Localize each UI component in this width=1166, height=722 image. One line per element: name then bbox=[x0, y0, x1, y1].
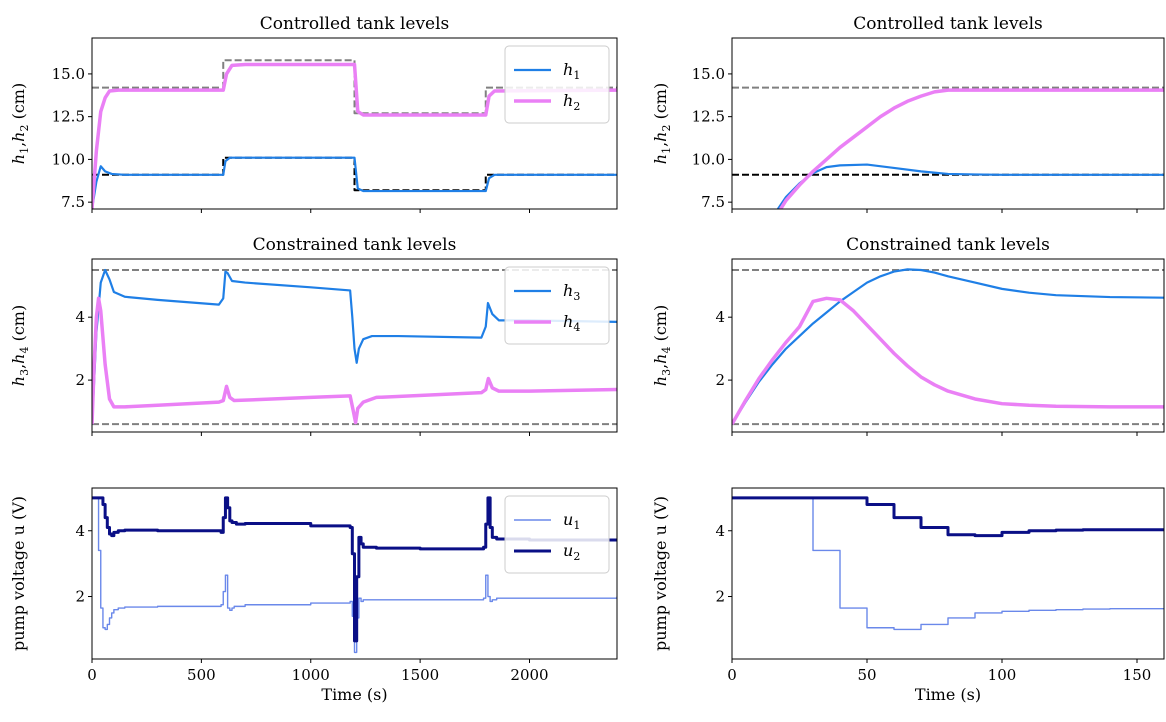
series-group bbox=[92, 268, 617, 426]
series-h4 bbox=[732, 296, 1164, 426]
legend-box bbox=[504, 45, 610, 124]
series-h1 bbox=[92, 156, 617, 209]
x-tick-label: 1500 bbox=[401, 666, 439, 684]
y-axis-label: pump voltage u (V) bbox=[9, 496, 28, 651]
series-h3 bbox=[92, 268, 617, 425]
y-tick-label: 2 bbox=[715, 371, 725, 389]
y-tick-label: 12.5 bbox=[52, 108, 85, 126]
y-axis-label: h3,h4 (cm) bbox=[651, 305, 673, 386]
chart-title: Controlled tank levels bbox=[853, 14, 1043, 34]
plot-frame bbox=[91, 37, 618, 210]
legend-box bbox=[504, 495, 610, 574]
series-group bbox=[732, 496, 1164, 631]
plot-frame bbox=[731, 487, 1165, 660]
y-tick-label: 7.5 bbox=[61, 193, 85, 211]
y-tick-label: 4 bbox=[715, 522, 725, 540]
chart-right_bot: 2 4 0 50 100 150 Time (s) pump voltage u (V) bbox=[651, 487, 1165, 704]
plot-frame bbox=[91, 258, 618, 433]
y-tick-label: 2 bbox=[75, 371, 85, 389]
plot-frame bbox=[731, 37, 1165, 210]
legend-label-h4: h4 bbox=[563, 312, 580, 334]
series-u1 bbox=[732, 497, 1164, 631]
y-tick-label: 4 bbox=[715, 308, 725, 326]
series-h4 bbox=[92, 296, 617, 425]
series-u2 bbox=[92, 496, 617, 643]
y-axis-label: h1,h2 (cm) bbox=[9, 83, 31, 164]
x-tick-label: 0 bbox=[727, 666, 737, 684]
y-tick-label: 15.0 bbox=[52, 65, 85, 83]
legend-label-h1: h1 bbox=[563, 60, 580, 82]
chart-title: Constrained tank levels bbox=[846, 235, 1050, 255]
series-u2 bbox=[732, 496, 1164, 538]
x-axis-label: Time (s) bbox=[915, 685, 981, 704]
y-tick-label: 2 bbox=[75, 588, 85, 606]
series-group bbox=[92, 59, 617, 209]
x-tick-label: 50 bbox=[857, 666, 876, 684]
chart-title: Constrained tank levels bbox=[253, 235, 457, 255]
chart-title: Controlled tank levels bbox=[260, 14, 450, 34]
series-h2 bbox=[779, 88, 1164, 209]
x-tick-label: 0 bbox=[87, 666, 97, 684]
series-group bbox=[732, 268, 1164, 426]
legend-label-u1: u1 bbox=[563, 510, 580, 532]
series-group bbox=[732, 86, 1164, 209]
legend-label-h3: h3 bbox=[563, 281, 580, 303]
y-axis-label: pump voltage u (V) bbox=[651, 496, 670, 651]
x-tick-label: 2000 bbox=[510, 666, 548, 684]
series-group bbox=[92, 496, 617, 654]
series-h2 bbox=[92, 62, 617, 209]
x-tick-label: 100 bbox=[988, 666, 1017, 684]
chart-right_top: 7.5 10.0 12.5 15.0 Controlled tank levels h1,… bbox=[651, 14, 1165, 213]
y-axis-label: h3,h4 (cm) bbox=[9, 305, 31, 386]
legend-label-h2: h2 bbox=[563, 91, 580, 113]
x-tick-label: 500 bbox=[187, 666, 216, 684]
plot-frame bbox=[91, 487, 618, 660]
chart-left_bot: 2 4 0 500 1000 1500 2000 Time (s) pump voltage u… bbox=[9, 487, 618, 704]
y-tick-label: 4 bbox=[75, 522, 85, 540]
series-h1 bbox=[776, 163, 1164, 209]
x-axis-label: Time (s) bbox=[321, 685, 387, 704]
y-tick-label: 10.0 bbox=[52, 150, 85, 168]
y-axis-label: h1,h2 (cm) bbox=[651, 83, 673, 164]
series-u1 bbox=[92, 497, 617, 654]
y-tick-label: 7.5 bbox=[701, 193, 725, 211]
series-h3 bbox=[732, 268, 1164, 425]
plot-frame bbox=[731, 258, 1165, 433]
x-tick-label: 1000 bbox=[292, 666, 330, 684]
y-tick-label: 12.5 bbox=[692, 108, 725, 126]
chart-right_mid: 2 4 Constrained tank levels h3,h4 (cm) bbox=[651, 235, 1165, 436]
legend-box bbox=[504, 266, 610, 345]
y-tick-label: 4 bbox=[75, 308, 85, 326]
x-tick-label: 150 bbox=[1123, 666, 1152, 684]
y-tick-label: 2 bbox=[715, 588, 725, 606]
chart-left_top: 7.5 10.0 12.5 15.0 Controlled tank levels h1,… bbox=[9, 14, 618, 213]
legend-label-u2: u2 bbox=[563, 541, 580, 563]
y-tick-label: 10.0 bbox=[692, 150, 725, 168]
y-tick-label: 15.0 bbox=[692, 65, 725, 83]
